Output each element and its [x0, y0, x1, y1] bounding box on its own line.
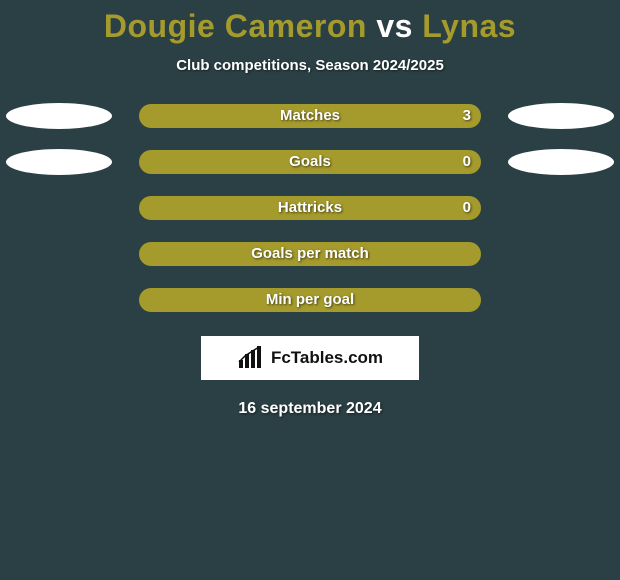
bars-icon: [237, 346, 265, 370]
title-player1: Dougie Cameron: [104, 8, 367, 44]
bar: Min per goal: [139, 288, 481, 312]
bar-value: 0: [463, 196, 471, 220]
bar: Goals per match: [139, 242, 481, 266]
stat-row: Goals0: [0, 150, 620, 174]
stat-row: Matches3: [0, 104, 620, 128]
stat-row: Min per goal: [0, 288, 620, 312]
bar-label: Min per goal: [139, 288, 481, 312]
date-label: 16 september 2024: [0, 400, 620, 418]
bar: Hattricks0: [139, 196, 481, 220]
subtitle: Club competitions, Season 2024/2025: [0, 57, 620, 74]
left-ellipse: [6, 103, 112, 129]
stat-row: Hattricks0: [0, 196, 620, 220]
page-title: Dougie Cameron vs Lynas: [0, 0, 620, 45]
stat-rows: Matches3Goals0Hattricks0Goals per matchM…: [0, 104, 620, 312]
bar: Goals0: [139, 150, 481, 174]
title-vs: vs: [367, 8, 422, 44]
title-player2: Lynas: [422, 8, 516, 44]
right-ellipse: [508, 103, 614, 129]
badge-text: FcTables.com: [271, 348, 383, 368]
bar-label: Matches: [139, 104, 481, 128]
bar-label: Goals per match: [139, 242, 481, 266]
bar: Matches3: [139, 104, 481, 128]
bar-label: Goals: [139, 150, 481, 174]
bar-value: 0: [463, 150, 471, 174]
left-ellipse: [6, 149, 112, 175]
right-ellipse: [508, 149, 614, 175]
source-badge: FcTables.com: [201, 336, 419, 380]
stat-row: Goals per match: [0, 242, 620, 266]
bar-value: 3: [463, 104, 471, 128]
bar-label: Hattricks: [139, 196, 481, 220]
